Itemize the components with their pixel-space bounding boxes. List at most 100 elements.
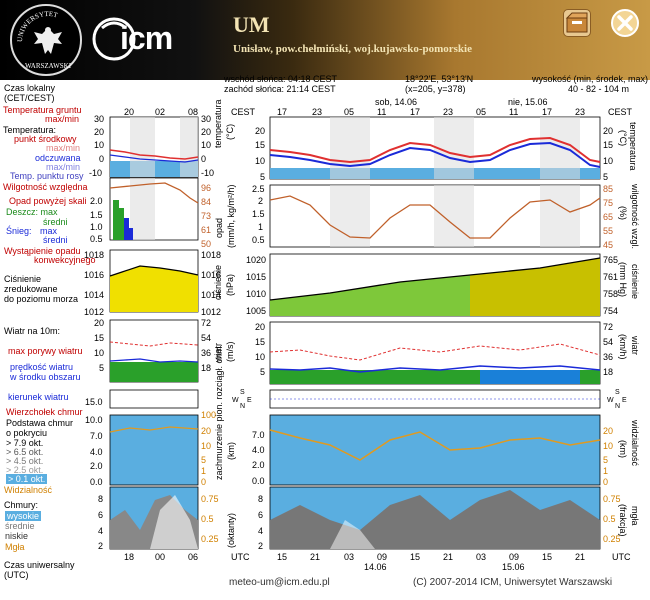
legend-ok45: > 4.5 okt.: [6, 456, 44, 466]
vis-right-100: 100: [201, 410, 217, 420]
elevation-label: wysokość (min, środek, max): [532, 74, 649, 84]
legend-deszcz: Deszcz: max: [6, 207, 58, 217]
axis-title-cis-mm: (mm Hg): [618, 262, 628, 297]
wind-compass-w-left: W: [232, 397, 239, 404]
cloud-left-4: 4.0: [90, 447, 103, 457]
legend-odczuwana: odczuwana: [35, 153, 81, 163]
wind-compass-n-left: N: [240, 403, 246, 410]
close-button[interactable]: [611, 9, 639, 37]
wind-compass-w-right: W: [607, 397, 614, 404]
axis-title-wilg-unit: (%): [618, 206, 628, 220]
legend-o-pokryciu: o pokryciu: [6, 428, 48, 438]
vis-main-5: 5: [603, 455, 609, 465]
axis-title-okt: (oktanty): [226, 512, 236, 548]
wind-main-10: 10: [255, 352, 266, 362]
legend-konwekcyjnego: konwekcyjnego: [34, 255, 96, 265]
fog-main-025: 0.25: [603, 534, 621, 544]
precip-main-15: 1.5: [252, 209, 265, 219]
cest-label-top: CEST: [231, 107, 256, 117]
bottom-small-00: 00: [155, 552, 166, 562]
box-icon: [565, 12, 588, 33]
axis-title-km-right: (km): [618, 440, 628, 458]
legend-wiatr: Wiatr na 10m:: [4, 326, 61, 336]
wind-left-10: 10: [94, 348, 105, 358]
top-time-23b: 23: [443, 107, 454, 117]
bottom-time-15c: 15: [542, 552, 553, 562]
axis-title-widz: widzialność: [630, 420, 640, 467]
cloud-left-15: 15.0: [85, 397, 103, 407]
top-time-17b: 17: [410, 107, 421, 117]
archive-box-button[interactable]: [563, 9, 591, 37]
top-time-05b: 05: [476, 107, 487, 117]
precip-main-1: 1: [258, 222, 264, 232]
footer-email-link[interactable]: meteo-um@icm.edu.pl: [229, 577, 330, 588]
crest-text-bottom: WARSZAWSKI: [24, 62, 72, 70]
top-time-11b: 11: [509, 107, 519, 117]
precip-left-15: 1.5: [90, 210, 103, 220]
location-title: UM: [233, 12, 270, 37]
cover-main-8: 8: [258, 494, 264, 504]
legend-panel: Czas lokalny (CET/CEST) Temperatura grun…: [0, 80, 108, 600]
vis-right-0: 0: [201, 477, 207, 487]
axis-title-temp-unit: (°C): [225, 123, 235, 140]
legend-maxmin-2: max/min: [46, 143, 81, 153]
small-time-20: 20: [124, 107, 135, 117]
icm-logo-text: icm: [120, 20, 173, 56]
wind-kmh-18: 18: [603, 367, 614, 377]
press-main-1015: 1015: [246, 272, 267, 282]
press-right-1012: 1012: [201, 307, 222, 317]
vis-main-0: 0: [603, 477, 609, 487]
rh-right-84: 84: [201, 197, 212, 207]
press-mm-758: 758: [603, 289, 619, 299]
top-time-11a: 11: [377, 107, 387, 117]
axis-title-km: (km): [226, 442, 236, 460]
legend-wysokie: wysokie: [5, 511, 42, 521]
cloud-main-0: 0.0: [252, 476, 265, 486]
top-time-17a: 17: [277, 107, 288, 117]
cover-main-2: 2: [258, 541, 264, 551]
legend-podstawa: Podstawa chmur: [6, 418, 74, 428]
legend-zredukowane: zredukowane: [4, 284, 58, 294]
axis-title-frakcja: (frakcja): [618, 504, 628, 537]
rh-main-65: 65: [603, 212, 614, 222]
precip-main-2: 2: [258, 196, 264, 206]
press-right-1016: 1016: [201, 270, 222, 280]
university-crest-logo: UNIWERSYTET WARSZAWSKI: [10, 4, 82, 76]
legend-wystapienie: Wystąpienie opadu: [4, 246, 81, 256]
legend-opad-powyzej: Opad powyżej skali: [9, 196, 87, 206]
legend-chmury: Chmury:: [4, 500, 39, 510]
temp-main-10: 10: [255, 156, 266, 166]
legend-widzialnosc: Widzialność: [4, 485, 53, 495]
bottom-time-09a: 09: [377, 552, 388, 562]
legend-wierzcholek: Wierzchołek chmur: [6, 407, 83, 417]
axis-title-wiatr-kmh: (km/h): [618, 334, 628, 360]
wind-main-5: 5: [260, 367, 266, 377]
bottom-small-18: 18: [124, 552, 135, 562]
small-time-08: 08: [188, 107, 199, 117]
vis-main-1: 1: [603, 466, 609, 476]
cover-left-8: 8: [98, 494, 104, 504]
rh-main-45: 45: [603, 240, 614, 250]
day2-label: nie, 15.06: [508, 97, 548, 107]
wind-kmh-72: 72: [603, 322, 614, 332]
axis-title-mgla: mgła: [630, 506, 640, 526]
cover-main-6: 6: [258, 510, 264, 520]
axis-title-temp-unit-right: (°C): [618, 130, 628, 147]
fog-right-075: 0.75: [201, 494, 219, 504]
fog-right-025: 0.25: [201, 534, 219, 544]
legend-czas-lokalny: Czas lokalny: [4, 83, 56, 93]
bottom-time-03a: 03: [344, 552, 355, 562]
legend-deszcz-sredni: średni: [43, 217, 68, 227]
press-main-1020: 1020: [246, 255, 267, 265]
location-subtitle: Unisław, pow.chełmiński, woj.kujawsko-po…: [233, 43, 472, 55]
elevation-value: 40 - 82 - 104 m: [568, 84, 630, 94]
bottom-time-15a: 15: [277, 552, 288, 562]
top-time-23c: 23: [575, 107, 586, 117]
axis-title-opad-unit: (mm/h, kg/m²/h): [226, 184, 236, 248]
legend-ok25: > 2.5 okt.: [6, 465, 44, 475]
axis-title-cisnienie-right: ciśnienie: [630, 264, 640, 300]
bottom-date-14: 14.06: [364, 562, 387, 572]
header-bar: UNIWERSYTET WARSZAWSKI icm UM Unisław, p…: [0, 0, 650, 80]
cloud-main-2: 2.0: [252, 460, 265, 470]
bottom-time-21b: 21: [443, 552, 454, 562]
